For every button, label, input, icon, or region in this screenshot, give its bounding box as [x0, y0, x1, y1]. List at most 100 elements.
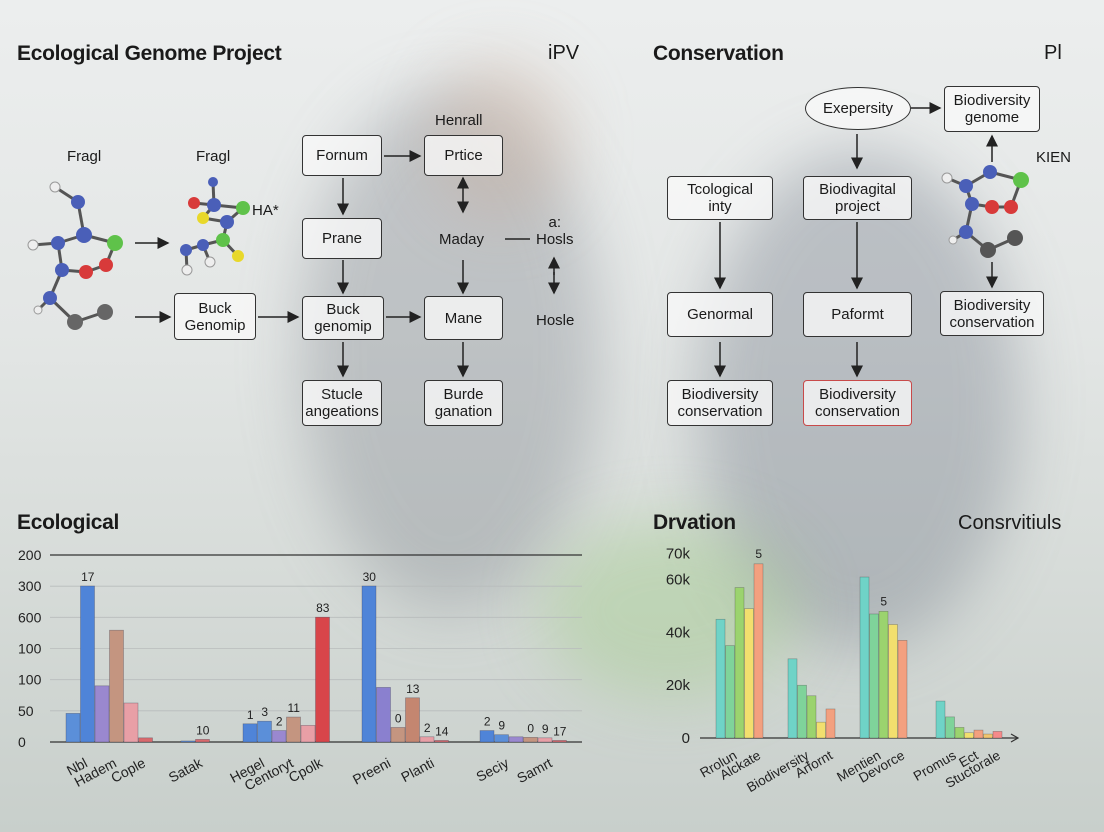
box-fornum: Fornum	[302, 135, 382, 176]
bar	[983, 733, 993, 739]
bar	[180, 740, 196, 743]
data-label: 2	[424, 721, 431, 735]
bar	[494, 734, 509, 743]
y-tick-label: 0	[682, 730, 690, 747]
bar	[361, 585, 377, 743]
y-tick-label: 100	[18, 672, 42, 688]
bar	[973, 729, 984, 739]
panel-tag-top-left: iPV	[548, 42, 580, 64]
bar	[242, 723, 258, 743]
box-tcological: Tcological inty	[667, 176, 773, 220]
bar	[992, 731, 1003, 739]
box-mane: Mane	[424, 296, 503, 340]
x-axis-arrow	[1010, 733, 1020, 743]
box-biodivagital: Biodivagital project	[803, 176, 912, 220]
y-tick-label: 0	[18, 734, 26, 750]
bar	[434, 740, 449, 743]
bar	[797, 684, 807, 739]
data-label: 5	[755, 547, 762, 561]
bar	[552, 740, 567, 743]
bar	[65, 713, 81, 743]
bar	[195, 739, 210, 743]
data-label: 3	[261, 705, 268, 719]
bar	[964, 732, 974, 739]
bar	[744, 608, 754, 739]
panel-title-bottom-left: Ecological	[17, 511, 120, 534]
panel-title-top-right: Conservation	[653, 42, 784, 65]
bar	[897, 640, 908, 739]
data-label: 83	[316, 601, 330, 615]
molecule-1-icon	[27, 181, 123, 330]
bar	[405, 697, 420, 743]
bar	[257, 720, 272, 743]
box-prane: Prane	[302, 218, 382, 259]
box-price: Prtice	[424, 135, 503, 176]
bar	[859, 576, 870, 739]
panel-tag-top-right: Pl	[1044, 42, 1062, 64]
box-biodiversity-conservation-3: Biodiversity conservation	[803, 380, 912, 426]
bar	[945, 716, 955, 739]
bar	[300, 725, 316, 743]
box-genormal: Genormal	[667, 292, 773, 337]
data-label: 11	[288, 701, 301, 715]
bar	[725, 645, 735, 739]
data-label: 2	[484, 715, 491, 729]
bar	[80, 585, 95, 743]
molecule-2-icon	[180, 177, 250, 276]
bar	[286, 716, 301, 743]
molecule-label-2: Fragl	[196, 148, 231, 165]
y-tick-label: 60k	[666, 572, 691, 589]
data-label: 14	[435, 724, 449, 738]
ellipse-exepersity: Exepersity	[805, 87, 911, 130]
box-buck-genomip-left: Buck Genomip	[174, 293, 256, 340]
data-label: 2	[276, 715, 283, 729]
bar	[753, 563, 764, 739]
box-biodiversity-conservation-2: Biodiversity conservation	[667, 380, 773, 426]
box-paformt: Paformt	[803, 292, 912, 337]
bar	[537, 737, 553, 743]
bar	[816, 721, 826, 739]
bar	[123, 702, 139, 743]
data-label: 13	[406, 682, 420, 696]
bar	[94, 685, 110, 743]
label-hosls: a: Hosls	[536, 214, 574, 248]
data-label: 5	[880, 594, 887, 608]
bar	[878, 611, 889, 739]
bar	[806, 695, 817, 739]
bar	[419, 736, 435, 743]
bar	[479, 730, 495, 743]
data-label: 17	[81, 570, 95, 584]
molecule-3-icon	[941, 165, 1029, 258]
bar	[734, 587, 745, 739]
label-hosle: Hosle	[536, 312, 575, 329]
y-tick-label: 70k	[666, 545, 691, 562]
y-tick-label: 300	[18, 578, 42, 594]
bar	[825, 708, 836, 739]
bar	[138, 737, 153, 743]
bar	[715, 618, 726, 739]
panel-title-top-left: Ecological Genome Project	[17, 42, 282, 65]
background-figure-left	[300, 90, 600, 610]
bar	[523, 737, 538, 743]
bar	[888, 624, 898, 739]
bar	[508, 736, 524, 743]
bar	[954, 727, 965, 739]
y-tick-label: 50	[18, 703, 34, 719]
data-label: 30	[363, 570, 377, 584]
data-label: 0	[527, 721, 534, 735]
bar	[390, 727, 406, 743]
panel-tag-bottom-right: Consrvitiuls	[958, 512, 1062, 534]
label-maday: Maday	[439, 231, 485, 248]
data-label: 10	[196, 723, 210, 737]
box-burde: Burde ganation	[424, 380, 503, 426]
molecule-label-1: Fragl	[67, 148, 102, 165]
data-label: 0	[395, 711, 402, 725]
y-tick-label: 100	[18, 641, 42, 657]
data-label: 17	[553, 724, 567, 738]
bar	[109, 629, 124, 743]
box-stucle: Stucle angeations	[302, 380, 382, 426]
bar	[787, 658, 798, 739]
